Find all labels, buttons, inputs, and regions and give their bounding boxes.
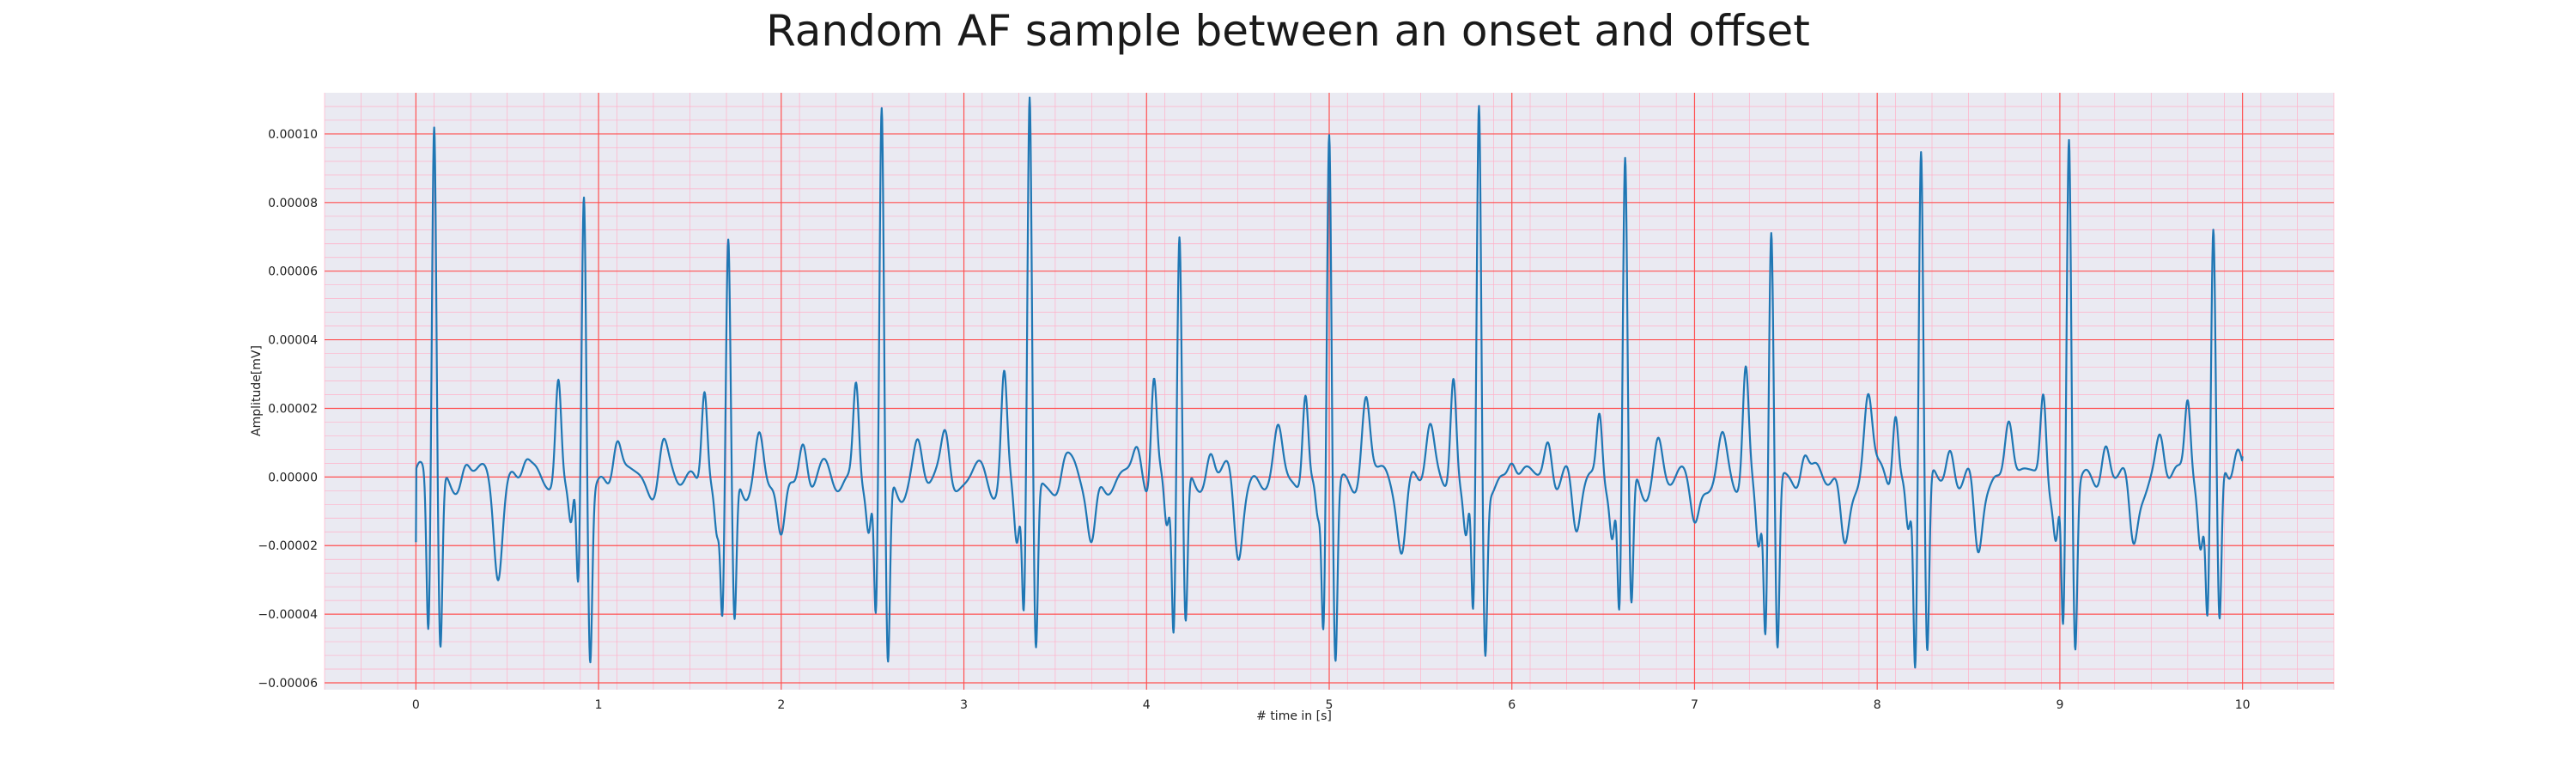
x-tick-label: 2: [777, 698, 785, 712]
x-tick-labels: 0 1 2 3 4 5 6 7 8 9 10: [412, 698, 2251, 712]
y-tick-label: −0.00002: [258, 539, 318, 553]
y-tick-label: −0.00004: [258, 608, 318, 622]
x-tick-label: 4: [1143, 698, 1151, 712]
major-grid: [325, 93, 2334, 690]
x-tick-label: 0: [412, 698, 420, 712]
x-tick-label: 7: [1691, 698, 1698, 712]
chart-title: Random AF sample between an onset and of…: [766, 6, 1810, 56]
y-tick-labels: −0.00006 −0.00004 −0.00002 0.00000 0.00002 0.…: [258, 128, 318, 691]
y-tick-label: 0.00000: [268, 471, 318, 484]
x-tick-label: 8: [1874, 698, 1881, 712]
y-axis-label: Amplitude[mV]: [250, 345, 264, 436]
y-tick-label: 0.00002: [268, 402, 318, 416]
ecg-signal-line: [415, 96, 2244, 669]
y-tick-label: 0.00006: [268, 265, 318, 279]
x-tick-label: 10: [2235, 698, 2251, 712]
x-tick-label: 3: [960, 698, 968, 712]
y-tick-label: 0.00004: [268, 334, 318, 348]
x-tick-label: 5: [1326, 698, 1334, 712]
y-tick-label: 0.00008: [268, 197, 318, 210]
x-axis-label: # time in [s]: [1256, 709, 1332, 723]
x-tick-label: 6: [1508, 698, 1516, 712]
y-tick-label: −0.00006: [258, 677, 318, 691]
x-tick-label: 1: [595, 698, 603, 712]
y-tick-label: 0.00010: [268, 128, 318, 142]
x-tick-label: 9: [2056, 698, 2063, 712]
